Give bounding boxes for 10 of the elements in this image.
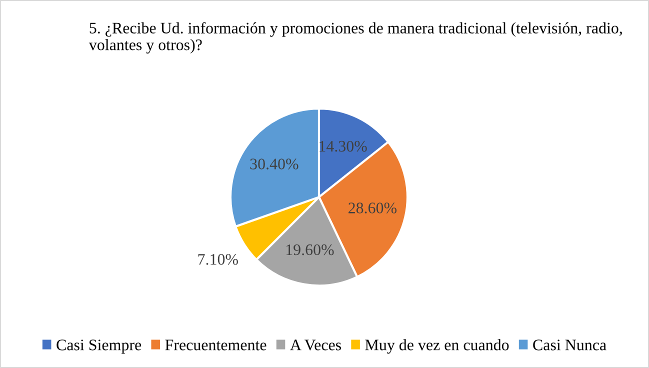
data-label: 30.40% [250,158,298,170]
chart-title: 5. ¿Recibe Ud. información y promociones de manera tradicional (televisión, radio, volantes y otros)? [88,22,622,54]
legend-label: A Veces [290,340,341,350]
data-label: 7.10% [198,254,238,265]
data-label: 19.60% [286,244,334,256]
legend-label: Casi Siempre [56,340,142,354]
legend-label: Frecuentemente [165,340,266,350]
legend-label: Casi Nunca [533,340,606,350]
data-label: 28.60% [348,202,397,214]
legend-label: Muy de vez en cuando [365,339,509,354]
